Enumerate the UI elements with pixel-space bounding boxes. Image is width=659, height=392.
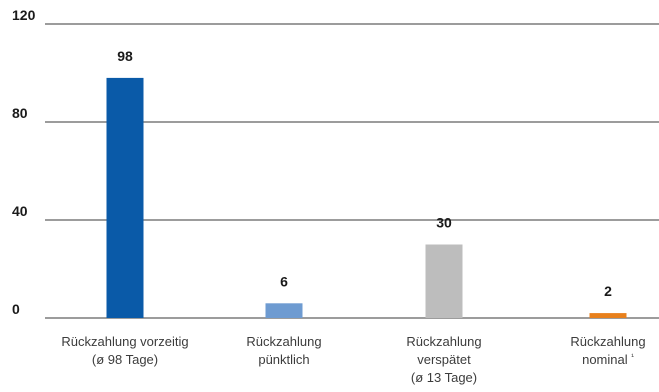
- label-layer: 98 Rückzahlung vorzeitig (ø 98 Tage) 6 Rückz…: [61, 48, 645, 385]
- x-category-label: Rückzahlung: [246, 334, 321, 349]
- bar-4: [589, 313, 627, 318]
- x-category-label: nominal ¹: [582, 352, 634, 367]
- grid-layer: 0 40 80 120: [12, 7, 659, 319]
- x-category-label: Rückzahlung vorzeitig: [61, 334, 188, 349]
- x-category-label: Rückzahlung: [570, 334, 645, 349]
- data-label: 30: [436, 215, 452, 231]
- data-label: 98: [117, 48, 133, 64]
- bar-3: [425, 244, 463, 318]
- data-label: 2: [604, 283, 612, 299]
- x-category-label: (ø 98 Tage): [92, 352, 158, 367]
- data-label: 6: [280, 273, 288, 289]
- x-category-label: verspätet: [417, 352, 471, 367]
- y-tick-label: 120: [12, 7, 36, 23]
- x-category-label: pünktlich: [258, 352, 309, 367]
- y-tick-label: 80: [12, 105, 28, 121]
- y-tick-label: 0: [12, 301, 20, 317]
- bar-1: [106, 77, 144, 319]
- x-category-label: (ø 13 Tage): [411, 370, 477, 385]
- bar-layer: [106, 77, 627, 319]
- bar-2: [265, 303, 303, 318]
- x-category-label: Rückzahlung: [406, 334, 481, 349]
- y-tick-label: 40: [12, 203, 28, 219]
